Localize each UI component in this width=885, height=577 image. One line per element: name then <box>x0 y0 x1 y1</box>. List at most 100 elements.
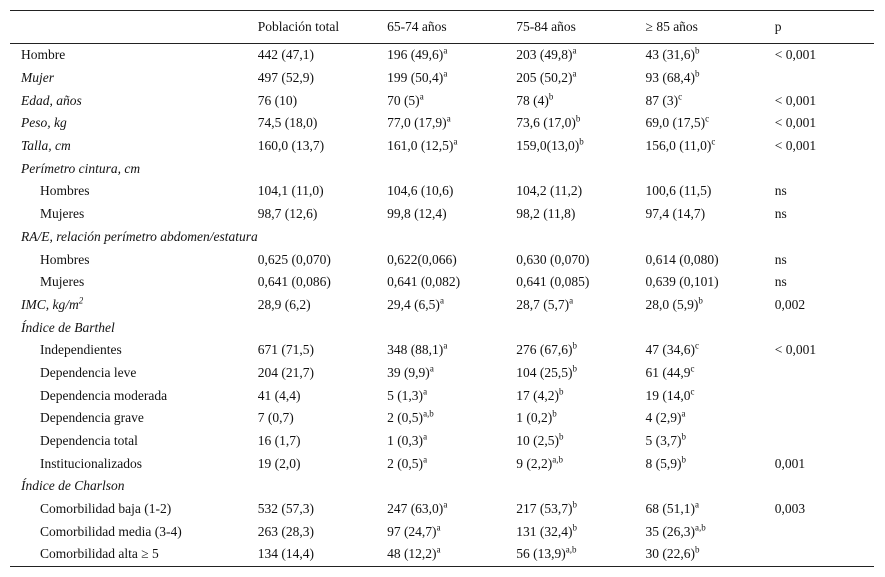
cell-text: 159,0(13,0) <box>516 138 580 154</box>
cell-text: < 0,001 <box>774 47 817 63</box>
cell-text: 104,2 (11,2) <box>516 183 583 199</box>
row-label-text: Comorbilidad alta ≥ 5 <box>40 546 159 562</box>
table-cell: 104,2 (11,2) <box>516 180 645 203</box>
table-row: Comorbilidad alta ≥ 5 134 (14,4) 48 (12,2)… <box>10 543 874 566</box>
row-label: Perímetro cintura, cm <box>10 157 258 180</box>
cell-text: 0,639 (0,101) <box>645 274 719 290</box>
row-label: Institucionalizados <box>10 452 258 475</box>
cell-superscript: a <box>446 113 451 124</box>
cell-text: 4 (2,9) <box>645 410 682 426</box>
cell-text: ns <box>774 274 787 290</box>
table-cell: 73,6 (17,0)b <box>516 112 645 135</box>
cell-superscript: a <box>681 408 686 419</box>
table-cell <box>775 157 874 180</box>
table-row: Comorbilidad baja (1-2) 532 (57,3) 247 (63… <box>10 498 874 521</box>
table-cell: 98,7 (12,6) <box>258 203 387 226</box>
table-cell <box>516 157 645 180</box>
table-cell: < 0,001 <box>775 112 874 135</box>
cell-text: 2 (0,5) <box>387 410 424 426</box>
row-label: Independientes <box>10 339 258 362</box>
table-cell: < 0,001 <box>775 135 874 158</box>
cell-text: 156,0 (11,0) <box>645 138 712 154</box>
row-label: RA/E, relación perímetro abdomen/estatur… <box>10 226 258 249</box>
cell-superscript: c <box>711 136 716 147</box>
cell-text: 73,6 (17,0) <box>516 115 576 131</box>
cell-text: 104,6 (10,6) <box>387 183 454 199</box>
table-cell: 39 (9,9)a <box>387 362 516 385</box>
table-cell <box>516 475 645 498</box>
row-label-text: Hombres <box>40 183 90 199</box>
cell-text: ns <box>774 206 787 222</box>
cell-text: 276 (67,6) <box>516 342 573 358</box>
table-cell: 28,0 (5,9)b <box>646 294 775 317</box>
row-label-text: Dependencia grave <box>40 410 144 426</box>
cell-text: 16 (1,7) <box>257 433 301 449</box>
table-cell <box>387 475 516 498</box>
table-cell: 247 (63,0)a <box>387 498 516 521</box>
table-cell: 8 (5,9)b <box>646 452 775 475</box>
cell-text: 0,614 (0,080) <box>645 251 719 267</box>
cell-text: 97 (24,7) <box>387 523 437 539</box>
cell-text: 1 (0,3) <box>387 433 424 449</box>
table-cell <box>775 362 874 385</box>
row-label-text: Mujer <box>21 70 54 86</box>
table-cell: 7 (0,7) <box>258 407 387 430</box>
table-cell: 1 (0,2)b <box>516 407 645 430</box>
cell-superscript: b <box>559 386 564 397</box>
table-cell <box>258 157 387 180</box>
table-cell: 348 (88,1)a <box>387 339 516 362</box>
cell-superscript: c <box>690 386 695 397</box>
table-cell <box>646 475 775 498</box>
row-label: Peso, kg <box>10 112 258 135</box>
row-label-text: Mujeres <box>40 206 85 222</box>
cell-superscript: a,b <box>565 544 577 555</box>
table-cell: 0,630 (0,070) <box>516 248 645 271</box>
table-cell: 69,0 (17,5)c <box>646 112 775 135</box>
table-cell: 99,8 (12,4) <box>387 203 516 226</box>
table-row: Hombre 442 (47,1) 196 (49,6)a 203 (49,8)a 43… <box>10 44 874 67</box>
cell-text: 497 (52,9) <box>257 70 314 86</box>
row-label: Índice de Charlson <box>10 475 258 498</box>
table-row: Hombres 104,1 (11,0) 104,6 (10,6) 104,2 (11… <box>10 180 874 203</box>
row-label: Mujeres <box>10 271 258 294</box>
cell-text: 0,641 (0,086) <box>257 274 331 290</box>
cell-superscript: a,b <box>552 454 564 465</box>
table-cell <box>258 316 387 339</box>
cell-superscript: a <box>443 45 448 56</box>
table-cell: 0,625 (0,070) <box>258 248 387 271</box>
table-cell <box>775 430 874 453</box>
table-cell: 61 (44,9c <box>646 362 775 385</box>
table-cell: 671 (71,5) <box>258 339 387 362</box>
row-label-text: Independientes <box>40 342 122 358</box>
cell-text: 134 (14,4) <box>257 546 314 562</box>
row-label-text: Comorbilidad media (3-4) <box>40 523 182 539</box>
table-row: Mujer 497 (52,9) 199 (50,4)a 205 (50,2)a 93 … <box>10 67 874 90</box>
table-cell <box>775 316 874 339</box>
cell-text: 77,0 (17,9) <box>387 115 447 131</box>
table-cell <box>387 226 516 249</box>
cell-text: 2 (0,5) <box>387 455 424 471</box>
row-label: Hombres <box>10 180 258 203</box>
cell-superscript: a <box>419 91 424 102</box>
table-cell: 77,0 (17,9)a <box>387 112 516 135</box>
cell-superscript: a <box>443 499 448 510</box>
table-row: Índice de Barthel <box>10 316 874 339</box>
cell-text: 99,8 (12,4) <box>387 206 447 222</box>
cell-text: 217 (53,7) <box>516 501 573 517</box>
cell-superscript: a <box>572 68 577 79</box>
table-cell <box>646 316 775 339</box>
row-label-text: Perímetro cintura, cm <box>21 160 141 176</box>
cell-superscript: c <box>690 363 695 374</box>
cell-superscript: b <box>698 295 703 306</box>
cell-text: 204 (21,7) <box>257 364 314 380</box>
cell-superscript: a <box>443 68 448 79</box>
cell-text: 74,5 (18,0) <box>257 115 318 131</box>
table-cell: 43 (31,6)b <box>646 44 775 67</box>
table-cell: 93 (68,4)b <box>646 67 775 90</box>
cell-text: 17 (4,2) <box>516 387 560 403</box>
cell-superscript: c <box>695 340 700 351</box>
table-cell: 0,614 (0,080) <box>646 248 775 271</box>
cell-text: 100,6 (11,5) <box>645 183 712 199</box>
table-row: Dependencia leve 204 (21,7) 39 (9,9)a 104 (… <box>10 362 874 385</box>
table-cell: 28,7 (5,7)a <box>516 294 645 317</box>
